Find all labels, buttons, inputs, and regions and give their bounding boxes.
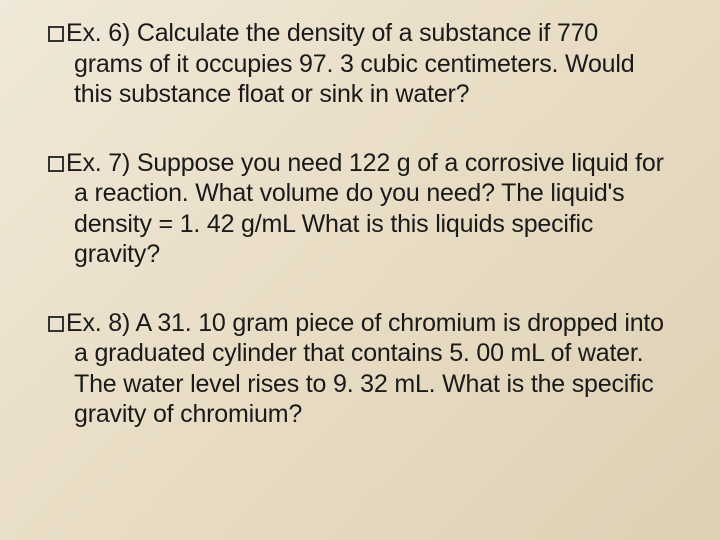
bullet-square-icon: [48, 156, 64, 172]
bullet-square-icon: [48, 316, 64, 332]
bullet-square-icon: [48, 26, 64, 42]
example-text: 7) Suppose you need 122 g of a corrosive…: [74, 149, 664, 269]
example-text: 8) A 31. 10 gram piece of chromium is dr…: [74, 309, 664, 429]
example-paragraph: Ex. 8) A 31. 10 gram piece of chromium i…: [48, 308, 672, 430]
example-paragraph: Ex. 7) Suppose you need 122 g of a corro…: [48, 148, 672, 270]
example-prefix: Ex.: [66, 149, 102, 177]
example-paragraph: Ex. 6) Calculate the density of a substa…: [48, 18, 672, 110]
example-prefix: Ex.: [66, 19, 102, 47]
example-prefix: Ex.: [66, 309, 102, 337]
example-text: 6) Calculate the density of a substance …: [74, 19, 634, 108]
